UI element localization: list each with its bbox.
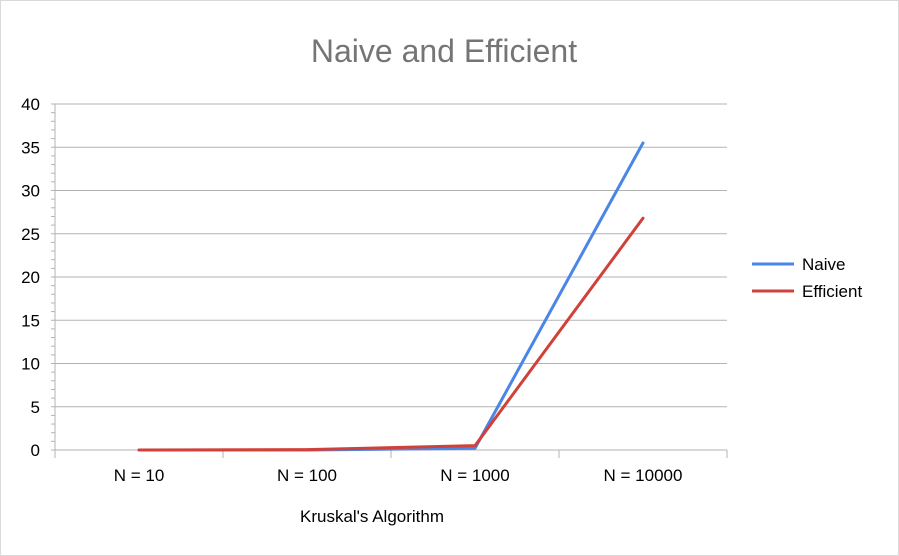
- x-tick-label: N = 100: [277, 466, 337, 485]
- y-tick-label: 5: [31, 398, 40, 417]
- chart-title: Naive and Efficient: [311, 33, 577, 69]
- legend-label: Naive: [802, 255, 845, 274]
- y-tick-label: 20: [21, 268, 40, 287]
- legend: Naive Efficient: [752, 255, 862, 301]
- x-tick-label: N = 10000: [604, 466, 683, 485]
- y-tick-label: 10: [21, 355, 40, 374]
- series-lines: [137, 141, 645, 452]
- y-tick-label: 40: [21, 95, 40, 114]
- y-tick-label: 0: [31, 441, 40, 460]
- y-tick-label: 15: [21, 311, 40, 330]
- y-tick-label: 35: [21, 138, 40, 157]
- x-axis-title: Kruskal's Algorithm: [300, 507, 444, 526]
- y-tick-label: 30: [21, 182, 40, 201]
- series-line-naive: [137, 141, 645, 452]
- x-axis: N = 10 N = 100 N = 1000 N = 10000: [54, 104, 728, 485]
- x-tick-label: N = 10: [114, 466, 165, 485]
- series-line-efficient: [137, 216, 645, 452]
- y-axis-ticks: 0 5 10 15 20 25 30 35 40: [21, 95, 40, 460]
- gridlines: [55, 103, 727, 451]
- y-minor-ticks: [51, 103, 55, 451]
- x-tick-label: N = 1000: [440, 466, 509, 485]
- legend-label: Efficient: [802, 282, 862, 301]
- y-tick-label: 25: [21, 225, 40, 244]
